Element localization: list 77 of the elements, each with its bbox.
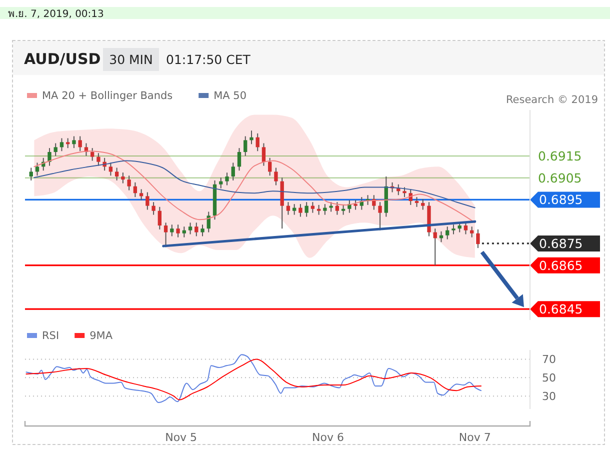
candlestick <box>48 148 52 166</box>
candlestick <box>268 157 272 176</box>
candlestick <box>414 196 419 208</box>
candlestick <box>188 222 192 235</box>
candlestick <box>298 204 302 218</box>
candlestick <box>316 204 321 216</box>
candlestick <box>335 202 340 216</box>
legend-label: 9MA <box>90 330 114 342</box>
candlestick <box>476 228 480 249</box>
ref-line-label: 0.6865 <box>539 258 583 273</box>
candlestick <box>114 167 119 181</box>
ref-line-label: 0.6905 <box>538 170 582 186</box>
candlestick <box>72 136 76 149</box>
candlestick <box>29 167 33 181</box>
ref-line-label: 0.6895 <box>539 192 583 208</box>
candlestick <box>304 202 308 218</box>
candlestick <box>470 226 474 238</box>
chart-title: AUD/USD <box>24 50 101 68</box>
candlestick <box>402 186 406 198</box>
candlestick <box>274 167 278 186</box>
candlestick <box>225 172 229 186</box>
candlestick <box>286 202 290 216</box>
candlestick <box>464 222 468 235</box>
candlestick <box>35 162 40 176</box>
candlestick <box>152 202 156 216</box>
candlestick <box>200 224 204 237</box>
candlestick <box>458 222 462 233</box>
x-tick-label: Nov 7 <box>458 431 491 444</box>
candlestick <box>341 204 346 216</box>
candlestick <box>121 172 125 184</box>
candlestick <box>262 142 266 166</box>
candlestick <box>158 206 162 230</box>
candlestick <box>60 138 64 152</box>
candlestick <box>170 224 174 237</box>
text: 01:17:50 CET <box>166 52 251 67</box>
legend-label: MA 50 <box>214 90 247 102</box>
candlestick <box>292 204 296 216</box>
candlestick <box>176 224 180 238</box>
candlestick <box>90 148 94 162</box>
candlestick <box>219 177 223 189</box>
candlestick <box>146 192 150 210</box>
legend-label: MA 20 + Bollinger Bands <box>42 90 173 102</box>
candlestick <box>250 130 254 145</box>
legend-label: RSI <box>42 330 60 342</box>
x-tick-label: Nov 5 <box>165 431 198 444</box>
candlestick <box>421 198 425 210</box>
candlestick <box>133 182 138 198</box>
ref-line-label: 0.6845 <box>539 302 583 317</box>
candlestick <box>310 202 315 214</box>
candlestick <box>231 162 235 181</box>
candlestick <box>54 142 58 156</box>
candlestick <box>323 204 327 216</box>
candlestick <box>96 152 100 166</box>
candlestick <box>329 202 333 212</box>
candlestick <box>452 224 456 235</box>
candlestick <box>139 188 144 201</box>
candlestick <box>446 226 450 240</box>
candlestick <box>182 226 186 238</box>
x-tick-label: Nov 6 <box>312 431 344 444</box>
chart-subtitle: 30 MIN <box>109 52 153 67</box>
candlestick <box>194 222 198 237</box>
candlestick <box>108 162 113 176</box>
y-tick-label: 30 <box>542 390 556 404</box>
candlestick <box>66 138 70 149</box>
candlestick <box>78 136 82 152</box>
text: พ.ย. 7, 2019, 00:13 <box>8 9 104 20</box>
candlestick <box>127 175 131 191</box>
y-tick-label: 50 <box>542 372 556 385</box>
candlestick <box>237 148 242 172</box>
candlestick <box>378 202 382 231</box>
candlestick <box>256 132 260 152</box>
text: Research © 2019 <box>506 94 598 106</box>
candlestick <box>244 136 248 156</box>
ref-line-label: 0.6875 <box>539 236 583 251</box>
ref-line-label: 0.6915 <box>538 148 582 164</box>
y-tick-label: 70 <box>542 353 556 366</box>
candlestick <box>354 200 358 210</box>
